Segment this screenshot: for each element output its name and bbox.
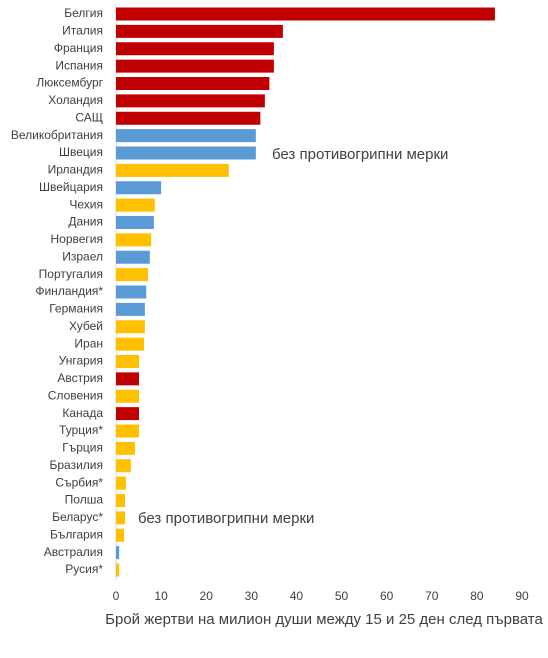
x-tick-label: 30 <box>245 589 259 603</box>
bar <box>116 320 145 334</box>
bar <box>116 407 140 421</box>
x-tick-label: 70 <box>425 589 439 603</box>
y-tick-label: Италия <box>62 24 103 38</box>
bar <box>116 77 270 90</box>
y-tick-label: Чехия <box>69 197 103 211</box>
y-tick-label: Иран <box>74 336 103 350</box>
y-tick-label: Люксембург <box>36 76 103 90</box>
bar <box>116 59 274 73</box>
x-tick-label: 0 <box>113 589 120 603</box>
bar <box>116 424 140 438</box>
y-tick-label: Гърция <box>62 441 103 455</box>
bar <box>116 476 126 490</box>
y-tick-label: Канада <box>62 406 103 420</box>
y-tick-label: Полша <box>65 493 104 507</box>
bar <box>116 163 229 177</box>
bar <box>116 511 126 525</box>
y-tick-label: Дания <box>68 215 103 229</box>
y-tick-label: Русия* <box>65 562 103 576</box>
x-tick-label: 90 <box>515 589 529 603</box>
bar <box>116 146 256 160</box>
y-tick-label: Холандия <box>48 93 103 107</box>
bar <box>116 233 152 247</box>
bar <box>116 441 135 455</box>
x-tick-label: 10 <box>154 589 168 603</box>
x-tick-label: 60 <box>380 589 394 603</box>
y-tick-label: Великобритания <box>11 128 103 142</box>
y-tick-label: Португалия <box>39 267 103 281</box>
y-tick-label: Сърбия* <box>55 475 103 489</box>
bar <box>116 181 162 195</box>
y-tick-label: Финландия* <box>35 284 103 298</box>
bar <box>116 250 150 264</box>
y-tick-label: Бразилия <box>50 458 104 472</box>
bar <box>116 459 131 473</box>
x-tick-label: 40 <box>290 589 304 603</box>
bar <box>116 268 149 282</box>
y-tick-label: Австрия <box>57 371 103 385</box>
bar <box>116 216 154 229</box>
y-tick-label: Беларус* <box>52 510 103 524</box>
y-tick-label: Унгария <box>59 354 103 368</box>
bar <box>116 285 147 299</box>
y-tick-label: Израел <box>62 249 103 263</box>
y-tick-label: Норвегия <box>50 232 103 246</box>
bar <box>116 7 495 21</box>
x-axis-label: Брой жертви на милион души между 15 и 25… <box>105 611 543 628</box>
y-tick-label: Словения <box>48 388 103 402</box>
bar <box>116 198 155 212</box>
bar <box>116 494 126 507</box>
bar <box>116 129 256 143</box>
bar <box>116 389 140 403</box>
bar <box>116 42 274 56</box>
y-tick-label: Хубей <box>69 319 103 333</box>
bar <box>116 302 145 316</box>
x-tick-label: 50 <box>335 589 349 603</box>
bar <box>116 528 125 542</box>
y-tick-label: Швеция <box>59 145 103 159</box>
bar <box>116 24 283 38</box>
y-tick-label: Австралия <box>44 545 103 559</box>
annotation: без противогрипни мерки <box>138 510 314 527</box>
y-tick-label: Швейцария <box>39 180 103 194</box>
bar <box>116 546 120 560</box>
y-tick-label: Ирландия <box>48 163 103 177</box>
x-tick-label: 20 <box>200 589 214 603</box>
y-tick-label: Франция <box>54 41 103 55</box>
bar <box>116 111 261 125</box>
y-tick-label: САЩ <box>75 110 103 124</box>
bar <box>116 372 140 386</box>
annotation: без противогрипни мерки <box>272 146 448 163</box>
y-tick-label: Белгия <box>64 6 103 20</box>
bar <box>116 337 144 351</box>
bar <box>116 563 120 577</box>
bar <box>116 355 140 368</box>
y-tick-label: Турция* <box>59 423 103 437</box>
x-tick-label: 80 <box>470 589 484 603</box>
bar <box>116 94 265 108</box>
y-tick-label: България <box>50 527 103 541</box>
y-tick-label: Германия <box>49 302 103 316</box>
y-tick-label: Испания <box>55 58 103 72</box>
